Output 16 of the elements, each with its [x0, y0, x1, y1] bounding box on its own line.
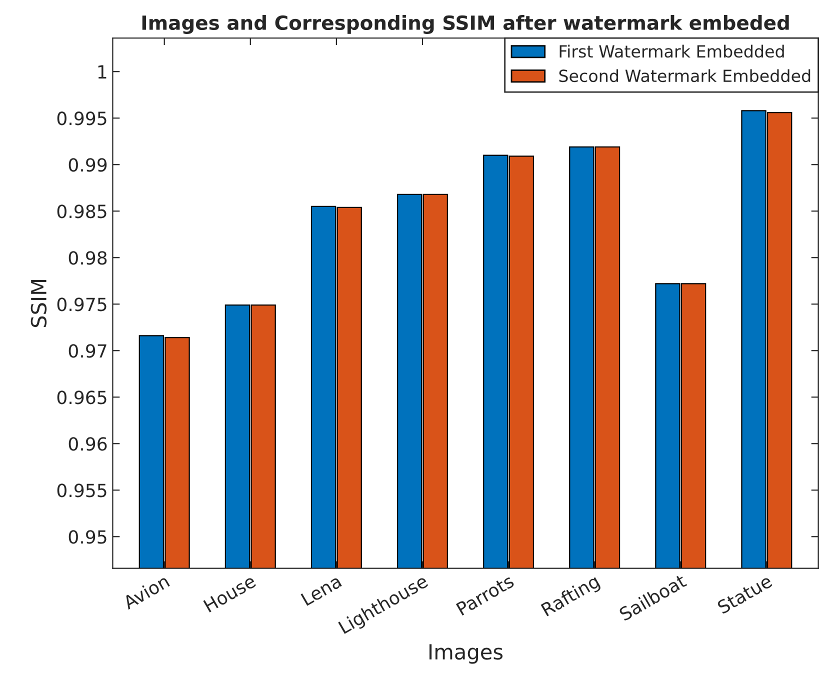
- y-tick-label: 0.99: [68, 158, 107, 172]
- y-tick-label: 0.95: [68, 530, 106, 544]
- y-tick-label: 0.975: [57, 298, 106, 312]
- y-tick-label: 0.995: [57, 112, 106, 126]
- y-tick-label: 1: [98, 65, 106, 78]
- y-tick-label: 0.96: [68, 437, 107, 451]
- legend-label: First Watermark Embedded: [560, 44, 784, 58]
- y-tick-label: 0.985: [57, 204, 106, 218]
- y-tick-label: 0.98: [68, 251, 107, 265]
- legend-label: Second Watermark Embedded: [559, 69, 810, 82]
- x-axis-title: Images: [430, 644, 503, 664]
- y-axis-title: SSIM: [30, 280, 47, 328]
- y-tick-label: 0.955: [57, 484, 106, 498]
- y-tick-label: 0.965: [57, 390, 106, 404]
- y-tick-label: 0.97: [68, 344, 106, 358]
- chart-title: Images and Corresponding SSIM after watermark embeded: [142, 15, 789, 34]
